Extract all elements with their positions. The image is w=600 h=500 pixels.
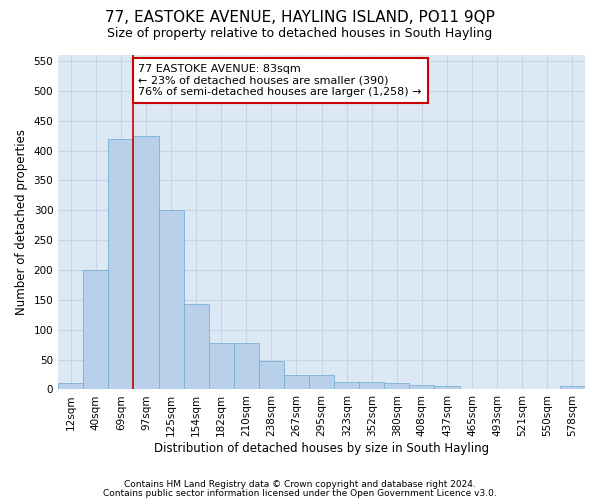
X-axis label: Distribution of detached houses by size in South Hayling: Distribution of detached houses by size … bbox=[154, 442, 489, 455]
Bar bbox=[309, 374, 334, 390]
Bar bbox=[234, 343, 259, 390]
Bar bbox=[133, 136, 158, 390]
Bar bbox=[334, 382, 359, 390]
Bar bbox=[83, 270, 109, 390]
Bar bbox=[158, 210, 184, 390]
Bar bbox=[284, 374, 309, 390]
Bar bbox=[409, 386, 434, 390]
Bar bbox=[259, 361, 284, 390]
Y-axis label: Number of detached properties: Number of detached properties bbox=[15, 129, 28, 315]
Text: 77 EASTOKE AVENUE: 83sqm
← 23% of detached houses are smaller (390)
76% of semi-: 77 EASTOKE AVENUE: 83sqm ← 23% of detach… bbox=[139, 64, 422, 97]
Text: Contains HM Land Registry data © Crown copyright and database right 2024.: Contains HM Land Registry data © Crown c… bbox=[124, 480, 476, 489]
Bar bbox=[359, 382, 385, 390]
Bar bbox=[109, 138, 133, 390]
Bar bbox=[434, 386, 460, 390]
Bar bbox=[385, 384, 409, 390]
Text: Size of property relative to detached houses in South Hayling: Size of property relative to detached ho… bbox=[107, 28, 493, 40]
Bar bbox=[58, 384, 83, 390]
Bar bbox=[184, 304, 209, 390]
Bar bbox=[209, 343, 234, 390]
Bar bbox=[560, 386, 585, 390]
Text: Contains public sector information licensed under the Open Government Licence v3: Contains public sector information licen… bbox=[103, 490, 497, 498]
Text: 77, EASTOKE AVENUE, HAYLING ISLAND, PO11 9QP: 77, EASTOKE AVENUE, HAYLING ISLAND, PO11… bbox=[105, 10, 495, 25]
